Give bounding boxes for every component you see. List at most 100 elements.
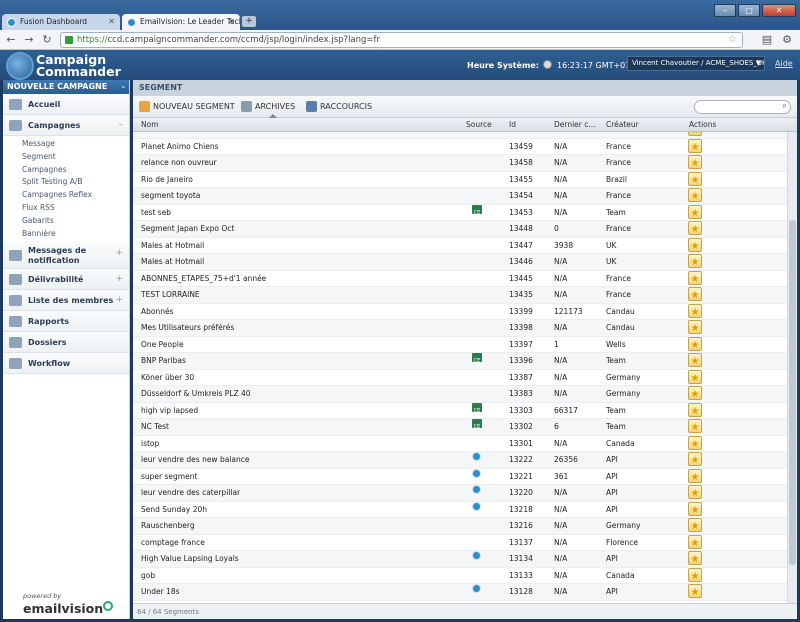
- table-row[interactable]: Under 18s 13128 N/A API ★: [133, 584, 787, 601]
- help-link[interactable]: Aide: [775, 59, 793, 68]
- search-input[interactable]: ⌕: [694, 100, 791, 114]
- table-row[interactable]: Segment Japan Expo Oct 13448 0 France ★: [133, 221, 787, 238]
- column-header-dernier[interactable]: Dernier c...: [554, 120, 596, 129]
- close-window-button[interactable]: ✕: [762, 4, 796, 17]
- scrollbar[interactable]: [787, 132, 797, 603]
- column-header-source[interactable]: Source: [466, 120, 492, 129]
- star-icon[interactable]: ★: [688, 221, 702, 235]
- table-row[interactable]: Abonnés 13399 121173 Candau ★: [133, 303, 787, 320]
- sidebar-item-liste-membres[interactable]: Liste des membres +: [3, 290, 129, 312]
- table-row[interactable]: ★: [133, 132, 787, 139]
- table-row[interactable]: super segment 13221 361 API ★: [133, 468, 787, 485]
- expand-icon[interactable]: +: [115, 274, 123, 285]
- star-icon[interactable]: ★: [688, 138, 702, 153]
- address-bar[interactable]: https://ccd.campaigncommander.com/ccmd/j…: [60, 32, 743, 48]
- table-row[interactable]: Rio de Janeiro 13455 N/A Brazil ★: [133, 171, 787, 188]
- table-row[interactable]: High Value Lapsing Loyals 13134 N/A API ★: [133, 551, 787, 568]
- archives-button[interactable]: ARCHIVES: [239, 96, 295, 118]
- table-row[interactable]: leur vendre des new balance 13222 26356 API…: [133, 452, 787, 469]
- expand-icon[interactable]: +: [115, 295, 123, 306]
- star-icon[interactable]: ★: [688, 237, 702, 252]
- star-icon[interactable]: ★: [688, 419, 702, 433]
- column-header-createur[interactable]: Créateur: [606, 120, 639, 129]
- star-icon[interactable]: ★: [688, 303, 702, 318]
- submenu-item-gabarits[interactable]: Gabarits: [22, 215, 54, 225]
- table-row[interactable]: Rauschenberg 13216 N/A Germany ★: [133, 518, 787, 535]
- new-campaign-button[interactable]: NOUVELLE CAMPAGNE –: [3, 80, 129, 94]
- bookmark-star-icon[interactable]: ☆: [728, 34, 737, 45]
- collapse-icon[interactable]: –: [121, 83, 126, 91]
- sidebar-item-campagnes[interactable]: Campagnes –: [3, 115, 129, 136]
- star-icon[interactable]: ★: [688, 452, 702, 466]
- table-row[interactable]: relance non ouvreur 13458 N/A France ★: [133, 155, 787, 172]
- sidebar-item-messages-notification[interactable]: Messages de notification +: [3, 242, 129, 270]
- table-row[interactable]: Males at Hotmail 13447 3938 UK ★: [133, 237, 787, 254]
- tab-fusion-dashboard[interactable]: Fusion Dashboard ✕: [2, 14, 120, 30]
- forward-icon[interactable]: →: [24, 33, 34, 46]
- star-icon[interactable]: ★: [688, 188, 702, 202]
- shortcuts-button[interactable]: RACCOURCIS: [304, 96, 372, 118]
- table-row[interactable]: test seb 13453 N/A Team CE ★: [133, 204, 787, 221]
- table-row[interactable]: istop 13301 N/A Canada ★: [133, 435, 787, 452]
- table-row[interactable]: high vip lapsed 13303 66317 Team CE ★: [133, 402, 787, 419]
- star-icon[interactable]: ★: [688, 171, 702, 186]
- submenu-item-segment[interactable]: Segment: [22, 151, 56, 161]
- star-icon[interactable]: ★: [688, 518, 702, 532]
- table-row[interactable]: Düsseldorf & Umkreis PLZ 40 13383 N/A Germa…: [133, 386, 787, 403]
- star-icon[interactable]: ★: [688, 270, 702, 285]
- star-icon[interactable]: ★: [688, 204, 702, 219]
- table-row[interactable]: Males at Hotmail 13446 N/A UK ★: [133, 254, 787, 271]
- column-header-id[interactable]: Id: [509, 120, 516, 129]
- star-icon[interactable]: ★: [688, 386, 702, 400]
- scrollbar-thumb[interactable]: [789, 220, 796, 565]
- column-header-nom[interactable]: Nom: [141, 120, 159, 129]
- close-icon[interactable]: ✕: [108, 17, 115, 26]
- sidebar-item-workflow[interactable]: Workflow: [3, 353, 129, 375]
- star-icon[interactable]: ★: [688, 336, 702, 351]
- star-icon[interactable]: ★: [688, 567, 702, 582]
- table-row[interactable]: TEST LORRAINE 13435 N/A France ★: [133, 287, 787, 304]
- star-icon[interactable]: ★: [688, 468, 702, 483]
- new-tab-button[interactable]: +: [242, 16, 256, 27]
- table-row[interactable]: BNP Paribas 13396 N/A Team CE ★: [133, 353, 787, 370]
- table-row[interactable]: leur vendre des caterpillar 13220 N/A API ★: [133, 485, 787, 502]
- star-icon[interactable]: ★: [688, 155, 702, 169]
- table-row[interactable]: Planet Animo Chiens 13459 N/A France ★: [133, 138, 787, 155]
- close-icon[interactable]: ✕: [228, 17, 235, 26]
- table-row[interactable]: comptage france 13137 N/A Florence ★: [133, 534, 787, 551]
- star-icon[interactable]: ★: [688, 320, 702, 334]
- star-icon[interactable]: ★: [688, 353, 702, 367]
- submenu-item-split-testing[interactable]: Split Testing A/B: [22, 177, 83, 187]
- table-row[interactable]: Mes Utilisateurs préférés 13398 N/A Candau ★: [133, 320, 787, 337]
- table-row[interactable]: gob 13133 N/A Canada ★: [133, 567, 787, 584]
- table-row[interactable]: Send Sunday 20h 13218 N/A API ★: [133, 501, 787, 518]
- star-icon[interactable]: ★: [688, 534, 702, 549]
- table-row[interactable]: One People 13397 1 Wells ★: [133, 336, 787, 353]
- campaign-commander-logo[interactable]: Campaign Commander: [6, 51, 130, 81]
- star-icon[interactable]: ★: [688, 584, 702, 598]
- star-icon[interactable]: ★: [688, 435, 702, 450]
- star-icon[interactable]: ★: [688, 132, 702, 136]
- account-dropdown[interactable]: Vincent Chavoutier / ACME_SHOES_UK ▼: [627, 56, 765, 71]
- sidebar-item-delivrabilite[interactable]: Délivrabilité +: [3, 269, 129, 291]
- sidebar-item-accueil[interactable]: Accueil: [3, 94, 129, 115]
- search-icon[interactable]: ⌕: [781, 101, 787, 111]
- sidebar-item-rapports[interactable]: Rapports: [3, 311, 129, 333]
- table-row[interactable]: Köner über 30 13387 N/A Germany ★: [133, 369, 787, 386]
- page-menu-icon[interactable]: ▤: [761, 33, 773, 46]
- collapse-icon[interactable]: –: [118, 120, 124, 130]
- star-icon[interactable]: ★: [688, 254, 702, 268]
- star-icon[interactable]: ★: [688, 485, 702, 499]
- star-icon[interactable]: ★: [688, 369, 702, 384]
- submenu-item-message[interactable]: Message: [22, 139, 55, 148]
- star-icon[interactable]: ★: [688, 287, 702, 301]
- reload-icon[interactable]: ↻: [42, 33, 52, 46]
- submenu-item-campagnes[interactable]: Campagnes: [22, 164, 67, 174]
- new-segment-button[interactable]: NOUVEAU SEGMENT: [137, 96, 235, 118]
- star-icon[interactable]: ★: [688, 501, 702, 516]
- star-icon[interactable]: ★: [688, 551, 702, 565]
- expand-icon[interactable]: +: [115, 248, 123, 259]
- star-icon[interactable]: ★: [688, 402, 702, 417]
- minimize-button[interactable]: –: [714, 4, 736, 17]
- back-icon[interactable]: ←: [6, 33, 16, 46]
